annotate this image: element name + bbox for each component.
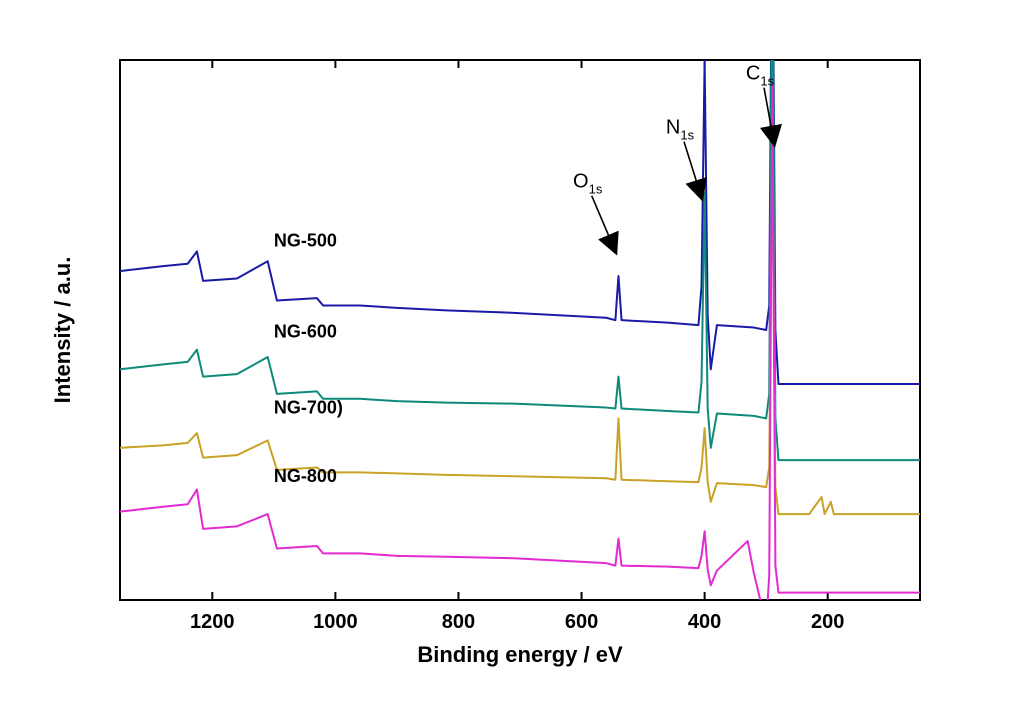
- svg-text:600: 600: [565, 611, 598, 633]
- svg-text:NG-700): NG-700): [274, 397, 343, 417]
- svg-text:200: 200: [811, 611, 844, 633]
- svg-text:800: 800: [442, 611, 475, 633]
- xps-survey-chart: 1200 1000 800 600 400 200 Binding energy / eV I…: [0, 0, 1017, 711]
- svg-text:NG-600: NG-600: [274, 321, 337, 341]
- svg-text:1200: 1200: [190, 611, 235, 633]
- svg-text:Intensity / a.u.: Intensity / a.u.: [50, 257, 75, 404]
- svg-text:NG-800: NG-800: [274, 466, 337, 486]
- svg-text:1000: 1000: [313, 611, 358, 633]
- svg-text:Binding energy / eV: Binding energy / eV: [417, 642, 623, 667]
- svg-text:NG-500: NG-500: [274, 231, 337, 251]
- svg-text:400: 400: [688, 611, 721, 633]
- chart-svg: 1200 1000 800 600 400 200 Binding energy / eV I…: [0, 0, 1017, 711]
